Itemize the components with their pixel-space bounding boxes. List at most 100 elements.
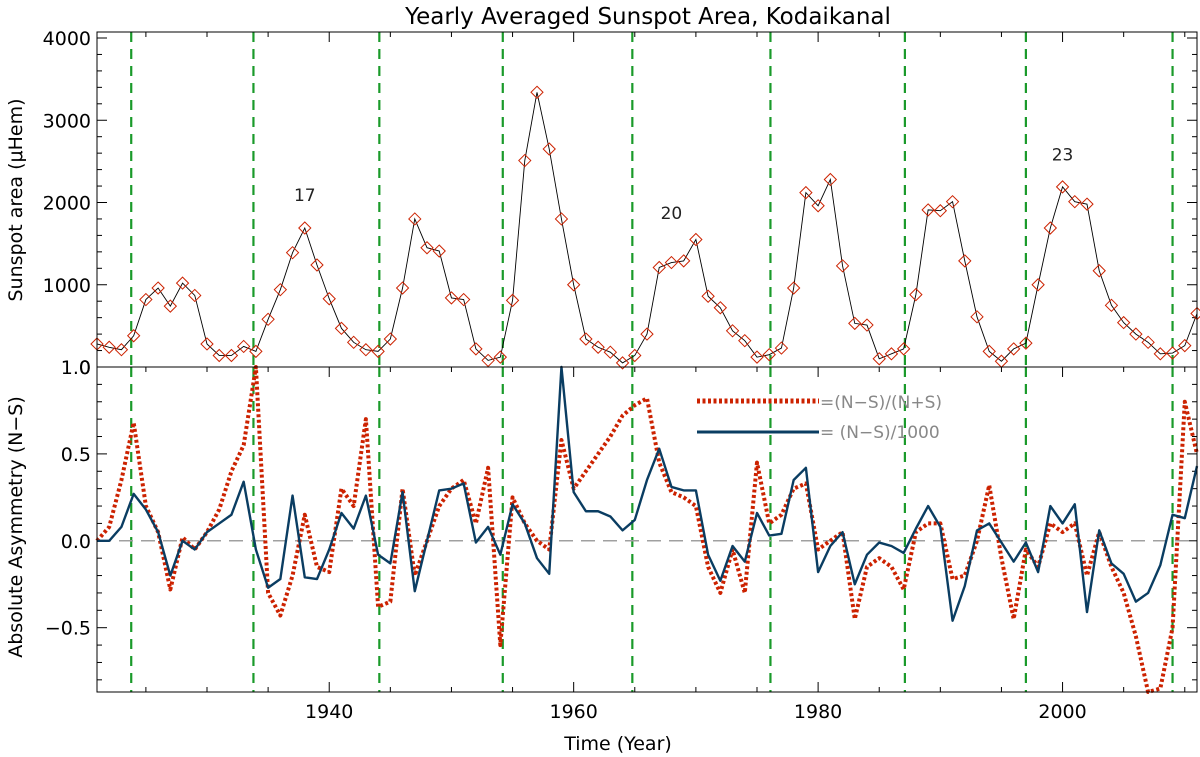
asymmetry-difference-line xyxy=(97,365,1199,622)
cycle-number-label: 23 xyxy=(1052,146,1074,166)
x-tick-label: 2000 xyxy=(1038,701,1086,723)
sunspot-area-point xyxy=(1153,347,1168,361)
legend-label-diff: = (N−S)/1000 xyxy=(820,423,940,443)
sunspot-area-point xyxy=(738,333,752,348)
x-tick-label: 1980 xyxy=(794,701,842,723)
top-y-axis-label: Sunspot area (μHem) xyxy=(5,98,27,301)
sunspot-area-point xyxy=(175,276,190,290)
sunspot-area-point xyxy=(408,212,422,226)
sunspot-area-point xyxy=(725,324,740,338)
sunspot-area-point xyxy=(493,350,508,364)
x-ticks: 1940 1960 1980 2000 xyxy=(145,32,1186,723)
top-series-group xyxy=(90,85,1200,370)
sunspot-area-point xyxy=(383,332,398,346)
sunspot-area-point xyxy=(151,281,165,295)
sunspot-area-point xyxy=(1141,335,1155,350)
sunspot-area-point xyxy=(774,341,789,355)
bottom-y-tick-label: 1.0 xyxy=(61,357,91,379)
sunspot-area-point xyxy=(579,332,593,346)
sunspot-area-point xyxy=(1019,336,1033,350)
sunspot-area-point xyxy=(762,347,776,362)
legend-label-ratio: =(N−S)/(N+S) xyxy=(820,393,942,413)
sunspot-area-point xyxy=(542,142,556,156)
sunspot-area-point xyxy=(481,353,495,368)
sunspot-area-point xyxy=(469,342,483,356)
sunspot-area-point xyxy=(652,260,666,275)
sunspot-area-point xyxy=(249,344,263,359)
bottom-y-tick-label: 0.5 xyxy=(61,444,91,466)
sunspot-area-point xyxy=(566,278,581,292)
sunspot-area-point xyxy=(346,335,361,350)
sunspot-area-point xyxy=(628,348,642,363)
sunspot-area-point xyxy=(640,327,654,341)
sunspot-area-point xyxy=(322,292,336,306)
sunspot-area-point xyxy=(261,312,275,327)
sunspot-area-point xyxy=(823,172,838,187)
sunspot-area-point xyxy=(298,221,312,235)
bottom-y-axis-label: Absolute Asymmetry (N−S) xyxy=(5,396,27,658)
sunspot-area-point xyxy=(188,288,202,303)
sunspot-area-point xyxy=(359,343,373,357)
bottom-cycle-boundaries xyxy=(130,367,1174,692)
sunspot-area-point xyxy=(1129,327,1143,341)
sunspot-area-point xyxy=(310,258,324,272)
sunspot-area-point xyxy=(334,321,349,336)
sunspot-area-point xyxy=(1116,315,1131,330)
sunspot-area-point xyxy=(456,292,471,307)
sunspot-area-point xyxy=(395,281,410,295)
sunspot-area-point xyxy=(1068,194,1082,209)
sunspot-area-point xyxy=(518,153,532,168)
sunspot-area-point xyxy=(114,343,129,357)
top-y-tick-label: 4000 xyxy=(43,28,91,50)
x-tick-label: 1940 xyxy=(305,701,353,723)
sunspot-area-point xyxy=(860,318,874,332)
sunspot-area-point xyxy=(750,350,764,364)
sunspot-area-point xyxy=(102,340,116,354)
top-y-tick-label: 3000 xyxy=(43,110,91,132)
sunspot-area-point xyxy=(212,348,226,363)
sunspot-area-point xyxy=(848,316,862,331)
bottom-y-tick-label: −0.5 xyxy=(45,618,91,640)
top-y-tick-label: 0 xyxy=(79,357,91,379)
top-cycle-boundaries xyxy=(130,32,1174,367)
sunspot-area-point xyxy=(921,203,935,217)
top-panel-frame xyxy=(96,31,1198,368)
sunspot-area-point xyxy=(236,339,251,354)
bottom-series-group xyxy=(95,365,1199,694)
sunspot-area-point xyxy=(909,287,923,302)
sunspot-area-point xyxy=(676,254,691,268)
legend: =(N−S)/(N+S) = (N−S)/1000 xyxy=(697,393,942,443)
sunspot-area-point xyxy=(835,259,850,273)
sunspot-area-point xyxy=(982,344,996,359)
sunspot-area-point xyxy=(432,244,446,258)
sunspot-area-point xyxy=(591,340,605,354)
sunspot-area-point xyxy=(1165,346,1180,360)
top-panel: Sunspot area (μHem) 0 1000 2000 3000 4000 17… xyxy=(5,28,1200,379)
sunspot-area-point xyxy=(786,281,801,295)
sunspot-area-point xyxy=(273,282,288,297)
sunspot-area-point xyxy=(799,185,813,200)
sunspot-area-point xyxy=(884,347,899,361)
sunspot-area-point xyxy=(811,199,825,213)
cycle-number-label: 20 xyxy=(661,204,683,224)
sunspot-area-point xyxy=(1092,264,1106,278)
sunspot-area-point xyxy=(1006,342,1021,356)
top-y-tick-label: 2000 xyxy=(43,193,91,215)
sunspot-area-point xyxy=(945,194,960,209)
sunspot-area-point xyxy=(1031,278,1045,292)
sunspot-area-point xyxy=(872,352,886,366)
x-tick-label: 1960 xyxy=(549,701,597,723)
sunspot-area-point xyxy=(530,85,544,99)
sunspot-area-point xyxy=(371,344,385,359)
chart-title: Yearly Averaged Sunspot Area, Kodaikanal xyxy=(404,4,891,30)
cycle-number-label: 17 xyxy=(294,186,316,206)
sunspot-area-point xyxy=(420,241,434,255)
asymmetry-ratio-line xyxy=(95,365,1199,694)
sunspot-area-point xyxy=(200,337,214,351)
sunspot-area-point xyxy=(224,348,239,363)
sunspot-area-point xyxy=(1104,298,1119,313)
bottom-y-tick-label: 0.0 xyxy=(61,531,91,553)
top-y-tick-label: 1000 xyxy=(43,275,91,297)
cycle-number-labels: 17 20 23 xyxy=(294,146,1073,224)
